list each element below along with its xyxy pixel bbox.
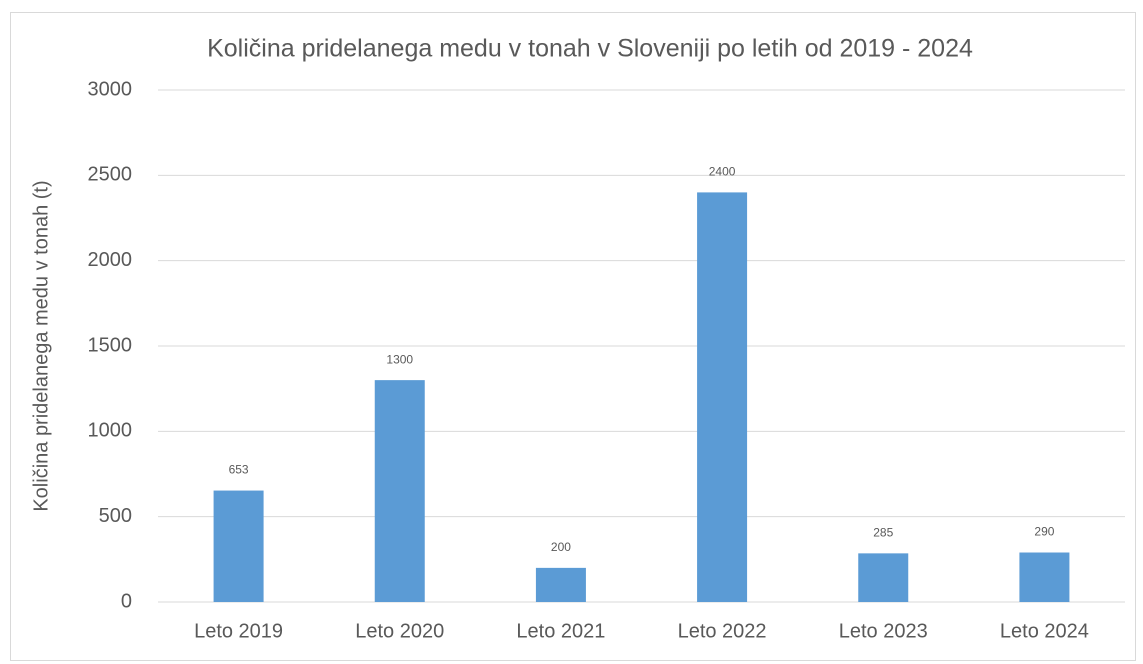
y-tick-label: 2500 (88, 164, 133, 186)
y-tick-label: 500 (99, 505, 132, 527)
x-tick-label: Leto 2019 (194, 620, 283, 642)
chart-border (10, 12, 1136, 661)
data-label: 1300 (386, 352, 413, 366)
data-label: 200 (551, 540, 571, 554)
data-label: 290 (1034, 525, 1054, 539)
bar (858, 553, 909, 602)
x-tick-label: Leto 2020 (355, 620, 444, 642)
chart-title: Količina pridelanega medu v tonah v Slov… (207, 35, 973, 63)
y-axis-label: Količina pridelanega medu v tonah (t) (30, 180, 52, 511)
data-label: 653 (229, 463, 249, 477)
data-label: 2400 (709, 165, 736, 179)
x-tick-label: Leto 2021 (516, 620, 605, 642)
x-tick-label: Leto 2023 (839, 620, 928, 642)
y-tick-label: 2000 (88, 249, 133, 271)
bar (213, 490, 264, 602)
data-label: 285 (873, 526, 893, 540)
bar (374, 380, 425, 602)
bar (697, 192, 748, 602)
bar (535, 567, 586, 602)
y-tick-label: 0 (121, 590, 132, 612)
bar (1019, 552, 1070, 602)
y-tick-label: 1000 (88, 420, 133, 442)
y-tick-label: 3000 (88, 78, 133, 100)
x-tick-label: Leto 2022 (678, 620, 767, 642)
y-tick-label: 1500 (88, 334, 133, 356)
x-tick-label: Leto 2024 (1000, 620, 1089, 642)
